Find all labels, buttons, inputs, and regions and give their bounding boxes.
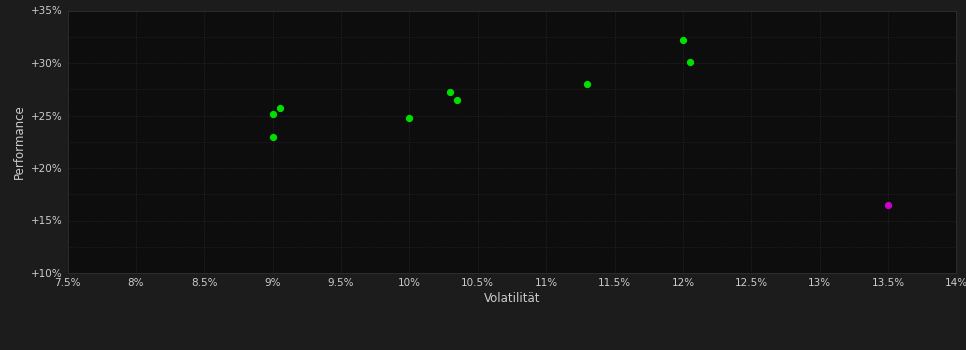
- Point: [682, 59, 697, 65]
- Point: [271, 105, 287, 111]
- Point: [442, 90, 458, 95]
- Point: [880, 202, 895, 208]
- Point: [449, 97, 465, 103]
- Point: [675, 37, 691, 43]
- Point: [402, 115, 417, 120]
- Point: [265, 134, 280, 139]
- Y-axis label: Performance: Performance: [13, 104, 25, 179]
- X-axis label: Volatilität: Volatilität: [484, 292, 540, 305]
- Point: [580, 81, 595, 87]
- Point: [265, 112, 280, 117]
